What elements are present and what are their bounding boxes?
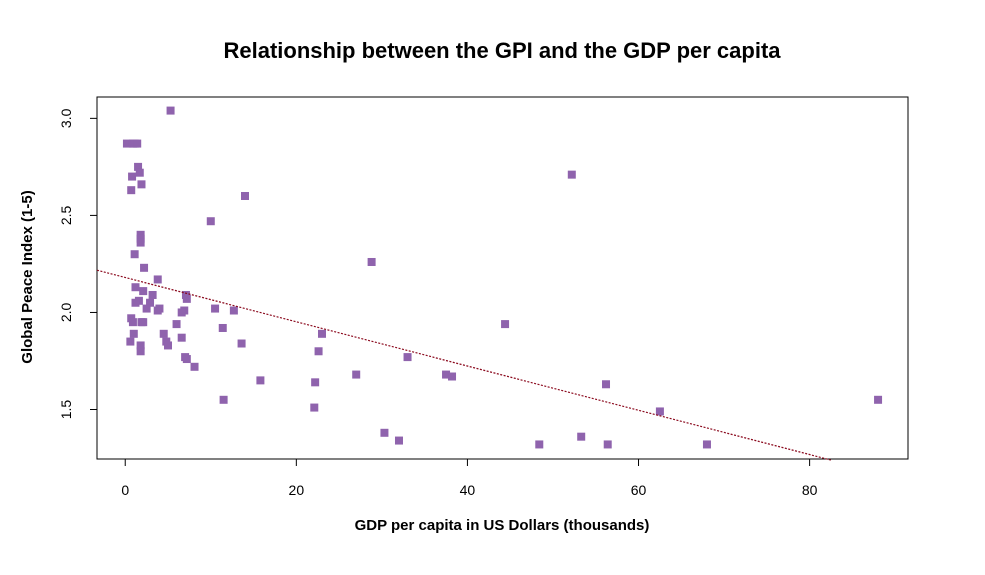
x-axis: 0 20 40 60 80 [121, 458, 818, 498]
data-point [146, 298, 155, 307]
data-point [182, 294, 191, 303]
data-point [136, 347, 145, 356]
data-point [177, 333, 186, 342]
data-point [148, 290, 157, 299]
data-point [219, 395, 228, 404]
data-point [142, 304, 151, 313]
data-point [140, 263, 149, 272]
data-point [129, 329, 138, 338]
data-point [139, 287, 148, 296]
y-tick-label: 2.0 [58, 303, 74, 323]
data-point [874, 395, 883, 404]
data-point [311, 378, 320, 387]
data-point [317, 329, 326, 338]
data-point [380, 428, 389, 437]
data-point [126, 337, 135, 346]
data-point [127, 186, 136, 195]
y-axis-label: Global Peace Index (1-5) [19, 190, 36, 363]
data-point [131, 298, 140, 307]
data-point [134, 162, 143, 171]
data-point [137, 180, 146, 189]
data-point [310, 403, 319, 412]
data-point [702, 440, 711, 449]
data-point [352, 370, 361, 379]
data-point [602, 380, 611, 389]
data-point [153, 306, 162, 315]
x-axis-label: GDP per capita in US Dollars (thousands) [355, 517, 650, 534]
data-point [314, 347, 323, 356]
trend-line [96, 269, 832, 461]
y-tick-label: 2.5 [58, 205, 74, 225]
data-point [182, 355, 191, 364]
data-point [206, 217, 215, 226]
data-point [394, 436, 403, 445]
data-point [501, 320, 510, 329]
data-point [136, 341, 145, 350]
x-tick-label: 20 [289, 482, 305, 498]
data-point [130, 250, 139, 259]
x-tick-label: 40 [460, 482, 476, 498]
chart-title: Relationship between the GPI and the GDP… [223, 38, 781, 63]
data-point [229, 306, 238, 315]
plot-frame [96, 96, 909, 460]
data-point [240, 191, 249, 200]
data-point [164, 341, 173, 350]
data-point [403, 353, 412, 362]
data-point [128, 172, 137, 181]
data-point [211, 304, 220, 313]
y-tick-label: 1.5 [58, 400, 74, 420]
data-point [218, 323, 227, 332]
data-point [567, 170, 576, 179]
y-axis: 1.5 2.0 2.5 3.0 [58, 108, 98, 420]
data-point [177, 308, 186, 317]
data-point [159, 329, 168, 338]
x-tick-label: 80 [802, 482, 818, 498]
data-point [135, 168, 144, 177]
data-point [128, 318, 137, 327]
data-point [166, 106, 175, 115]
y-tick-label: 3.0 [58, 108, 74, 128]
data-point [535, 440, 544, 449]
plot-area [96, 106, 883, 461]
data-point [256, 376, 265, 385]
data-point [136, 238, 145, 247]
data-point [122, 139, 131, 148]
data-point [655, 407, 664, 416]
data-point [133, 139, 142, 148]
data-point [237, 339, 246, 348]
data-point [139, 318, 148, 327]
data-point [131, 283, 140, 292]
data-point [367, 257, 376, 266]
data-point [172, 320, 181, 329]
data-point [448, 372, 457, 381]
data-point [153, 275, 162, 284]
x-tick-label: 0 [121, 482, 129, 498]
x-tick-label: 60 [631, 482, 647, 498]
data-point [190, 362, 199, 371]
data-point [442, 370, 451, 379]
data-point [603, 440, 612, 449]
data-point [577, 432, 586, 441]
